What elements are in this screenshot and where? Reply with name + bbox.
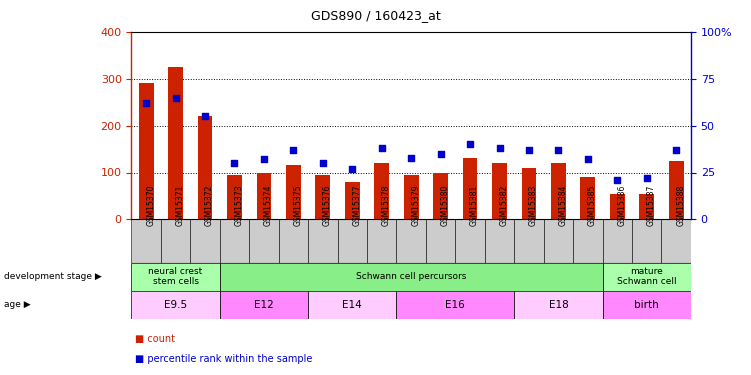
- Point: [288, 147, 300, 153]
- Bar: [463, 158, 478, 219]
- Text: GSM15371: GSM15371: [176, 184, 185, 226]
- Text: Schwann cell percursors: Schwann cell percursors: [356, 272, 466, 281]
- Text: GSM15385: GSM15385: [588, 184, 597, 226]
- Text: GSM15381: GSM15381: [470, 184, 479, 226]
- Bar: [345, 182, 360, 219]
- Point: [228, 160, 240, 166]
- Point: [317, 160, 329, 166]
- Point: [258, 156, 270, 162]
- Bar: [602, 291, 691, 319]
- Bar: [544, 219, 573, 262]
- Text: ■ percentile rank within the sample: ■ percentile rank within the sample: [135, 354, 312, 364]
- Bar: [397, 219, 426, 262]
- Bar: [639, 194, 654, 219]
- Bar: [485, 219, 514, 262]
- Text: GSM15378: GSM15378: [382, 184, 391, 226]
- Text: GSM15373: GSM15373: [234, 184, 243, 226]
- Point: [170, 94, 182, 100]
- Bar: [514, 291, 602, 319]
- Bar: [514, 219, 544, 262]
- Bar: [220, 262, 602, 291]
- Bar: [573, 219, 602, 262]
- Bar: [602, 219, 632, 262]
- Text: neural crest
stem cells: neural crest stem cells: [149, 267, 203, 286]
- Bar: [433, 172, 448, 219]
- Bar: [131, 291, 220, 319]
- Text: GSM15370: GSM15370: [146, 184, 155, 226]
- Bar: [455, 219, 485, 262]
- Bar: [139, 84, 153, 219]
- Text: GSM15384: GSM15384: [559, 184, 568, 226]
- Point: [641, 175, 653, 181]
- Bar: [161, 219, 190, 262]
- Bar: [220, 291, 308, 319]
- Bar: [602, 262, 691, 291]
- Point: [140, 100, 152, 106]
- Bar: [279, 219, 308, 262]
- Bar: [404, 175, 418, 219]
- Point: [199, 113, 211, 119]
- Point: [376, 145, 388, 151]
- Text: GSM15377: GSM15377: [352, 184, 361, 226]
- Bar: [397, 291, 514, 319]
- Text: birth: birth: [635, 300, 659, 310]
- Text: E12: E12: [254, 300, 274, 310]
- Bar: [168, 67, 183, 219]
- Text: GSM15386: GSM15386: [617, 184, 626, 226]
- Bar: [220, 219, 249, 262]
- Text: E9.5: E9.5: [164, 300, 187, 310]
- Text: development stage ▶: development stage ▶: [4, 272, 101, 281]
- Bar: [492, 163, 507, 219]
- Bar: [308, 219, 337, 262]
- Point: [670, 147, 682, 153]
- Bar: [581, 177, 596, 219]
- Bar: [249, 219, 279, 262]
- Point: [611, 177, 623, 183]
- Text: E18: E18: [548, 300, 569, 310]
- Bar: [551, 163, 566, 219]
- Bar: [131, 262, 220, 291]
- Text: GSM15376: GSM15376: [323, 184, 332, 226]
- Bar: [286, 165, 300, 219]
- Text: GSM15375: GSM15375: [294, 184, 303, 226]
- Text: mature
Schwann cell: mature Schwann cell: [617, 267, 677, 286]
- Bar: [308, 291, 397, 319]
- Bar: [315, 175, 330, 219]
- Point: [493, 145, 505, 151]
- Bar: [367, 219, 397, 262]
- Text: GSM15379: GSM15379: [412, 184, 420, 226]
- Point: [406, 154, 418, 160]
- Text: GSM15382: GSM15382: [499, 184, 508, 226]
- Point: [523, 147, 535, 153]
- Bar: [257, 172, 271, 219]
- Point: [464, 141, 476, 147]
- Text: GSM15388: GSM15388: [676, 184, 685, 226]
- Bar: [131, 219, 161, 262]
- Text: GSM15387: GSM15387: [647, 184, 656, 226]
- Bar: [426, 219, 455, 262]
- Bar: [374, 163, 389, 219]
- Text: age ▶: age ▶: [4, 300, 30, 309]
- Point: [346, 166, 358, 172]
- Bar: [669, 161, 683, 219]
- Text: E16: E16: [445, 300, 465, 310]
- Bar: [227, 175, 242, 219]
- Text: GSM15383: GSM15383: [529, 184, 538, 226]
- Bar: [198, 116, 213, 219]
- Text: GSM15372: GSM15372: [205, 184, 214, 226]
- Point: [582, 156, 594, 162]
- Point: [553, 147, 565, 153]
- Text: GDS890 / 160423_at: GDS890 / 160423_at: [311, 9, 440, 22]
- Text: ■ count: ■ count: [135, 334, 175, 344]
- Bar: [190, 219, 220, 262]
- Bar: [662, 219, 691, 262]
- Point: [435, 151, 447, 157]
- Bar: [610, 194, 625, 219]
- Text: GSM15380: GSM15380: [441, 184, 450, 226]
- Bar: [337, 219, 367, 262]
- Bar: [522, 168, 536, 219]
- Bar: [632, 219, 662, 262]
- Text: E14: E14: [342, 300, 362, 310]
- Text: GSM15374: GSM15374: [264, 184, 273, 226]
